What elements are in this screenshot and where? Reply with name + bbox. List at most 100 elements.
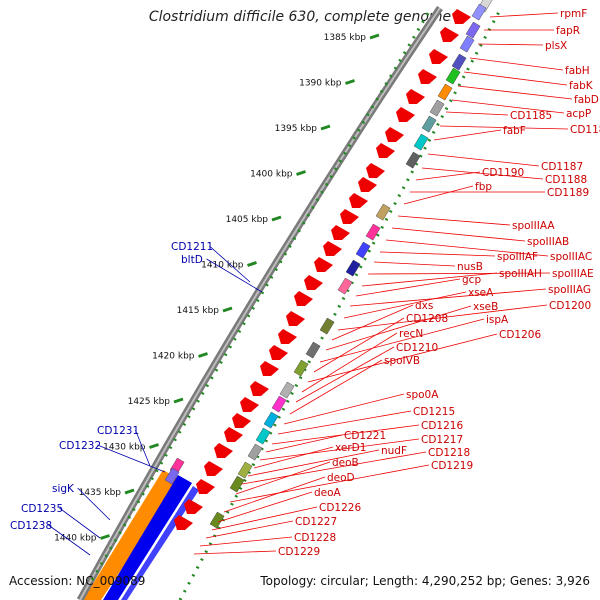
gene-arrow [385, 127, 404, 142]
inner-gene-label: spoIVB [384, 355, 420, 367]
gene-arrow [396, 107, 415, 122]
cog-block [429, 99, 445, 117]
scale-tick [247, 261, 257, 267]
inner-gene-leader [247, 449, 380, 477]
inner-gene-label: nudF [381, 445, 407, 457]
cog-block [164, 467, 180, 485]
gene-arrow [452, 9, 471, 24]
scale-tick-label: 1430 kbp [103, 443, 146, 453]
inner-gene-leader [361, 272, 498, 287]
gene-arrow [323, 241, 342, 256]
inner-gene-leader [205, 520, 294, 539]
gene-arrows [164, 0, 493, 530]
inner-gene-label: gcp [462, 274, 481, 286]
outer-gene-label: CD1238 [10, 520, 52, 532]
inner-gene-label: CD1188 [545, 174, 587, 186]
inner-gene-leader [477, 43, 544, 46]
gene-arrow [196, 479, 215, 494]
inner-gene-label: CD1219 [431, 460, 473, 472]
outer-gene-leader [135, 429, 151, 467]
outer-gene-leader [97, 444, 166, 473]
inner-gene-label: CD1217 [421, 434, 463, 446]
cog-block [465, 21, 481, 39]
inner-gene-label: CD1200 [549, 300, 591, 312]
scale-tick [222, 306, 233, 313]
inner-gene-label: fapR [556, 25, 580, 37]
gene-arrow [406, 89, 425, 104]
cog-block [337, 277, 353, 295]
inner-gene-label: CD1185 [510, 110, 552, 122]
outer-gene-label: CD1235 [21, 503, 63, 515]
outer-gene-leader [59, 507, 101, 539]
gene-arrow [204, 461, 223, 476]
inner-gene-label: CD1216 [421, 420, 463, 432]
cog-block [229, 475, 245, 493]
cog-block [405, 151, 421, 169]
gene-arrow [376, 143, 395, 158]
inner-gene-leader [463, 71, 568, 86]
inner-gene-label: CD1208 [406, 313, 448, 325]
scale-tick-label: 1435 kbp [79, 488, 122, 498]
inner-gene-label: xseA [468, 287, 494, 299]
inner-gene-leader [355, 278, 461, 297]
inner-gene-label: nusB [457, 261, 483, 273]
inner-gene-leader [439, 125, 569, 130]
inner-gene-label: acpP [566, 108, 591, 120]
scale-tick-label: 1410 kbp [201, 261, 244, 271]
scale-tick [320, 124, 331, 131]
inner-gene-label: CD1229 [278, 546, 320, 558]
gene-arrow [269, 345, 288, 360]
map-title: Clostridium difficile 630, complete geno… [148, 9, 452, 25]
scale-tick-label: 1395 kbp [275, 124, 318, 134]
cog-block [355, 241, 371, 259]
scale-tick [369, 33, 380, 40]
gene-arrow [184, 499, 203, 514]
inner-gene-label: spoIIIAA [512, 220, 555, 232]
gene-arrow [429, 49, 448, 64]
inner-gene-label: dxs [415, 300, 433, 312]
inner-gene-leader [283, 393, 405, 425]
inner-gene-label: fabH [565, 65, 590, 77]
outer-gene-leader [48, 524, 91, 556]
cog-block [263, 411, 279, 429]
inner-gene-label: spoIIIAG [548, 284, 591, 296]
inner-gene-label: CD1228 [294, 532, 336, 544]
cog-block [247, 443, 263, 461]
inner-gene-label: CD1206 [499, 329, 541, 341]
inner-gene-leader [427, 153, 540, 167]
inner-gene-leader [379, 251, 496, 257]
outer-gene-label: sigK [52, 483, 75, 495]
inner-gene-label: deoA [314, 487, 342, 499]
inner-gene-leader [385, 239, 549, 257]
gene-arrow [260, 361, 279, 376]
cog-block [279, 381, 295, 399]
backbone-highlight [79, 7, 441, 600]
cog-block [365, 223, 381, 241]
inner-gene-leader [211, 506, 318, 531]
inner-gene-label: fabF [503, 125, 526, 137]
inner-gene-leader [325, 305, 472, 351]
gene-arrow [349, 193, 368, 208]
gene-arrow [174, 515, 193, 530]
inner-gene-leader [349, 288, 547, 307]
inner-gene-label: spo0A [406, 389, 439, 401]
scale-tick-label: 1400 kbp [250, 170, 293, 180]
outer-dotted-track [90, 9, 432, 581]
scale-tick [124, 488, 135, 495]
inner-gene-leader [217, 491, 313, 523]
inner-gene-leader [343, 291, 467, 319]
gene-arrow [232, 413, 251, 428]
gene-arrow [240, 397, 259, 412]
backbone-arc [76, 6, 443, 600]
gene-arrow [286, 311, 305, 326]
gene-arrow [250, 381, 269, 396]
gene-arrow [304, 275, 323, 290]
inner-gene-leader [415, 171, 481, 181]
scale-tick [100, 534, 110, 540]
scale-tick [198, 352, 208, 358]
scale-tick [345, 79, 355, 85]
outer-gene-label: bltD [181, 254, 203, 266]
cog-block [271, 395, 287, 413]
gene-arrow [314, 257, 333, 272]
inner-gene-label: CD1210 [396, 342, 438, 354]
